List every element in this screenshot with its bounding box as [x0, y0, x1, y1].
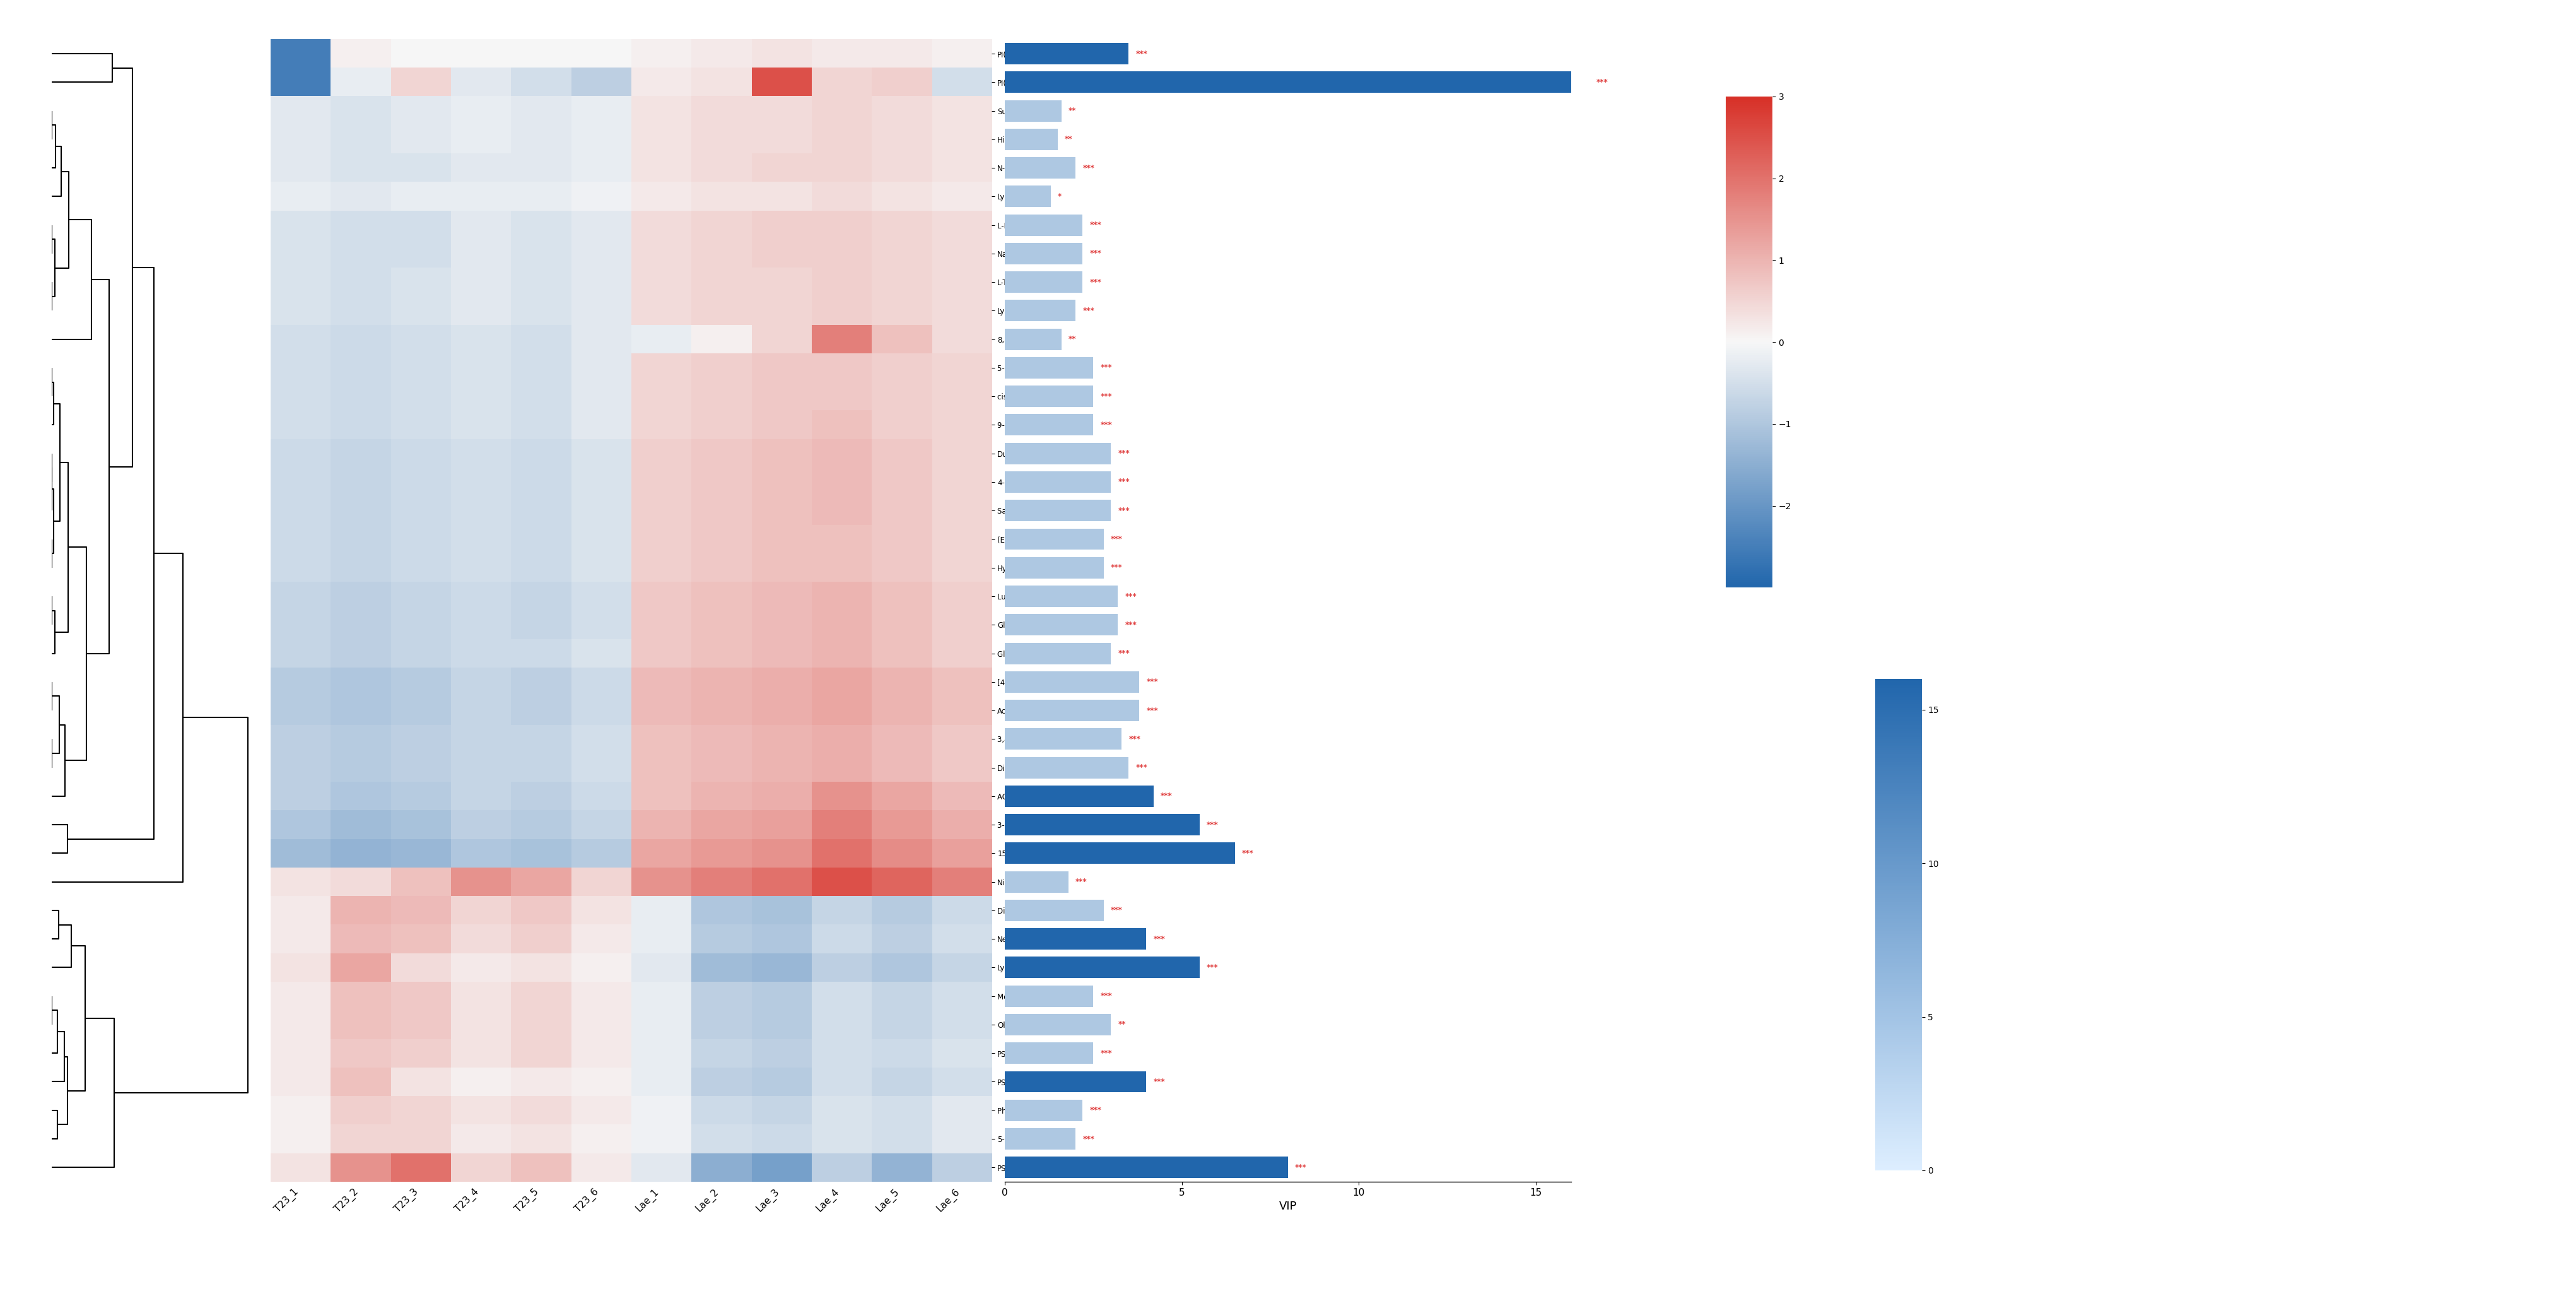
Bar	[1005, 586, 1118, 607]
Text: ***: ***	[1110, 536, 1123, 544]
Text: ***: ***	[1118, 478, 1131, 486]
Text: ***: ***	[1118, 449, 1131, 457]
Text: ***: ***	[1100, 1049, 1113, 1057]
Text: ***: ***	[1597, 79, 1607, 87]
Text: ***: ***	[1110, 906, 1123, 914]
Bar	[1005, 671, 1139, 693]
Text: ***: ***	[1100, 421, 1113, 429]
Text: ***: ***	[1100, 993, 1113, 1001]
Bar	[1005, 357, 1092, 378]
Bar	[1005, 899, 1103, 922]
Text: ***: ***	[1126, 621, 1136, 629]
Bar	[1005, 129, 1059, 150]
Text: ***: ***	[1090, 249, 1103, 257]
Bar	[1005, 243, 1082, 264]
Text: ***: ***	[1090, 221, 1103, 228]
Bar	[1005, 1071, 1146, 1092]
Text: ***: ***	[1159, 792, 1172, 800]
Text: ***: ***	[1242, 850, 1255, 857]
Bar	[1005, 700, 1139, 721]
Bar	[1005, 928, 1146, 949]
Bar	[1005, 756, 1128, 779]
Text: ***: ***	[1154, 1078, 1164, 1086]
Text: ***: ***	[1154, 935, 1164, 943]
Bar	[1005, 328, 1061, 351]
Bar	[1005, 729, 1121, 750]
Bar	[1005, 414, 1092, 436]
Text: ***: ***	[1128, 735, 1141, 743]
Bar	[1005, 985, 1092, 1007]
X-axis label: VIP: VIP	[1280, 1201, 1296, 1212]
Text: ***: ***	[1136, 50, 1146, 58]
Bar	[1005, 843, 1234, 864]
Bar	[1005, 557, 1103, 579]
Bar	[1005, 500, 1110, 521]
Bar	[1005, 100, 1061, 122]
Bar	[1005, 528, 1103, 550]
Bar	[1005, 386, 1092, 407]
Bar	[1005, 158, 1077, 179]
Bar	[1005, 299, 1077, 322]
Text: ***: ***	[1146, 678, 1159, 685]
Bar	[1005, 1128, 1077, 1150]
Bar	[1005, 871, 1069, 893]
Text: ***: ***	[1206, 964, 1218, 972]
Text: ***: ***	[1110, 563, 1123, 571]
Bar	[1005, 1043, 1092, 1064]
Text: ***: ***	[1100, 393, 1113, 400]
Text: ***: ***	[1090, 278, 1103, 286]
Text: ***: ***	[1090, 1107, 1103, 1115]
Text: ***: ***	[1126, 592, 1136, 600]
Bar	[1005, 1099, 1082, 1121]
Text: ***: ***	[1118, 507, 1131, 515]
Bar	[1005, 442, 1110, 465]
Text: ***: ***	[1077, 878, 1087, 886]
Text: **: **	[1069, 106, 1077, 114]
Text: ***: ***	[1136, 764, 1146, 772]
Text: ***: ***	[1082, 307, 1095, 315]
Text: ***: ***	[1206, 821, 1218, 829]
Bar	[1005, 214, 1082, 236]
Text: **: **	[1064, 135, 1072, 143]
Text: ***: ***	[1118, 650, 1131, 658]
Text: ***: ***	[1146, 706, 1159, 714]
Text: **: **	[1118, 1020, 1126, 1028]
Bar	[1005, 642, 1110, 664]
Bar	[1005, 814, 1200, 835]
Bar	[1005, 1157, 1288, 1178]
Bar	[1005, 71, 1589, 93]
Bar	[1005, 1014, 1110, 1036]
Text: ***: ***	[1100, 364, 1113, 372]
Text: ***: ***	[1082, 164, 1095, 172]
Bar	[1005, 43, 1128, 64]
Bar	[1005, 185, 1051, 207]
Bar	[1005, 471, 1110, 492]
Text: ***: ***	[1296, 1163, 1306, 1171]
Text: *: *	[1059, 193, 1061, 201]
Text: **: **	[1069, 335, 1077, 343]
Bar	[1005, 614, 1118, 635]
Bar	[1005, 272, 1082, 293]
Bar	[1005, 957, 1200, 978]
Text: ***: ***	[1082, 1134, 1095, 1142]
Bar	[1005, 785, 1154, 807]
